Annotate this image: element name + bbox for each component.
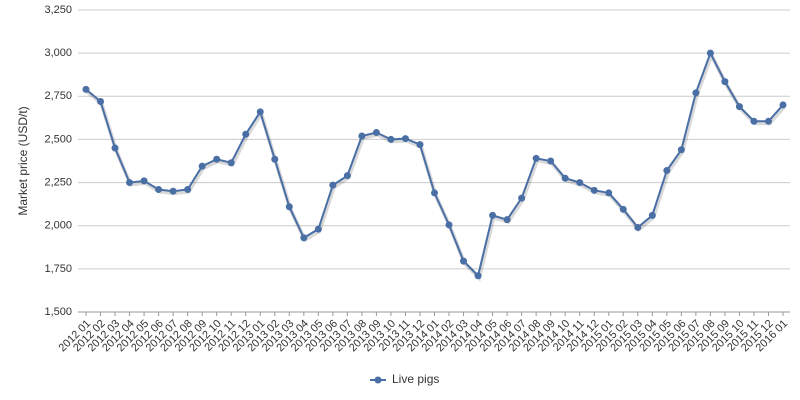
point <box>140 177 148 185</box>
y-tick-label: 2,500 <box>44 133 72 145</box>
point <box>619 205 627 213</box>
point <box>663 166 671 174</box>
point <box>677 146 685 154</box>
point <box>532 154 540 162</box>
point <box>111 144 119 152</box>
point <box>590 186 598 194</box>
point <box>561 174 569 182</box>
point <box>634 223 642 231</box>
point <box>184 185 192 193</box>
point <box>416 141 424 149</box>
point <box>213 155 221 163</box>
point <box>750 117 758 125</box>
point <box>387 135 395 143</box>
point <box>242 130 250 138</box>
y-axis-title: Market price (USD/t) <box>16 106 30 215</box>
point <box>648 211 656 219</box>
point <box>256 108 264 116</box>
point <box>169 187 177 195</box>
legend-marker <box>374 376 382 384</box>
point <box>779 101 787 109</box>
point <box>489 211 497 219</box>
point <box>431 189 438 197</box>
point <box>343 172 351 180</box>
point <box>329 181 337 189</box>
y-tick-label: 1,750 <box>44 263 72 275</box>
series-line <box>85 50 784 278</box>
legend-label: Live pigs <box>392 372 439 386</box>
point <box>358 132 366 140</box>
point <box>198 162 206 170</box>
y-tick-label: 3,000 <box>44 47 72 59</box>
y-tick-label: 3,250 <box>44 4 72 16</box>
point <box>314 225 322 233</box>
point <box>576 179 584 187</box>
point <box>445 221 453 229</box>
point <box>547 157 555 165</box>
y-tick-label: 2,000 <box>44 220 72 232</box>
point <box>285 203 293 211</box>
point <box>735 103 743 111</box>
point <box>503 216 511 224</box>
point <box>460 257 468 265</box>
point <box>126 179 134 187</box>
point <box>721 78 729 86</box>
y-tick-label: 2,250 <box>44 176 72 188</box>
y-tick-label: 2,750 <box>44 90 72 102</box>
point <box>372 129 380 137</box>
point <box>155 185 163 193</box>
point <box>82 85 90 93</box>
line-shadow <box>85 50 786 282</box>
point <box>474 272 482 280</box>
point <box>605 189 613 197</box>
point <box>300 234 308 242</box>
point <box>401 135 409 143</box>
point <box>692 89 700 97</box>
point <box>764 117 772 125</box>
y-tick-label: 1,500 <box>44 306 72 318</box>
point <box>227 159 235 167</box>
point <box>706 49 714 57</box>
point <box>271 155 279 163</box>
point <box>97 97 105 105</box>
point <box>518 194 526 202</box>
